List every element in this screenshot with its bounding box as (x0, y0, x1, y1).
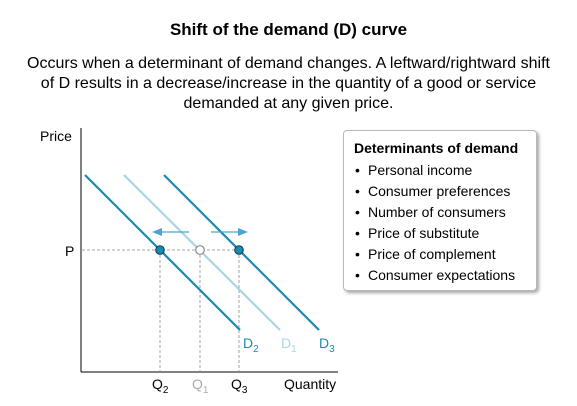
determinant-item: Price of complement (354, 244, 536, 265)
point-q3 (234, 245, 244, 255)
determinant-item: Consumer expectations (354, 265, 536, 286)
page-title: Shift of the demand (D) curve (169, 20, 408, 39)
subtitle-line-2: of D results in a decrease/increase in t… (40, 75, 537, 92)
q2-label-base: Q (152, 376, 163, 392)
q1-label: Q1 (192, 376, 209, 396)
d1-label-sub: 1 (291, 344, 297, 355)
d2-label: D2 (243, 335, 259, 355)
point-q2 (155, 245, 165, 255)
determinant-item: Price of substitute (354, 223, 536, 244)
subtitle-line-3: demanded at any given price. (183, 95, 394, 112)
determinant-item: Consumer preferences (354, 181, 536, 202)
subtitle: Occurs when a determinant of demand chan… (6, 54, 571, 114)
subtitle-line-1: Occurs when a determinant of demand chan… (27, 55, 550, 72)
determinants-box: Determinants of demand Personal income C… (343, 130, 537, 291)
determinants-title: Determinants of demand (354, 140, 519, 156)
point-q1 (195, 245, 205, 255)
d3-label-sub: 3 (329, 344, 335, 355)
determinant-item: Personal income (354, 160, 536, 181)
price-tick-label: P (65, 243, 74, 259)
shift-arrow-right-head (238, 228, 248, 236)
y-axis-label: Price (40, 128, 72, 144)
d3-label-base: D (319, 335, 329, 351)
q2-label-sub: 2 (163, 385, 169, 396)
determinants-list: Personal income Consumer preferences Num… (354, 160, 536, 286)
q3-label-sub: 3 (242, 385, 248, 396)
q3-label: Q3 (231, 376, 248, 396)
d3-label: D3 (319, 335, 335, 355)
d2-label-sub: 2 (253, 344, 259, 355)
q2-label: Q2 (152, 376, 169, 396)
d1-label-base: D (281, 335, 291, 351)
determinant-item: Number of consumers (354, 202, 536, 223)
q3-label-base: Q (231, 376, 242, 392)
q1-label-sub: 1 (203, 385, 209, 396)
d1-label: D1 (281, 335, 297, 355)
q1-label-base: Q (192, 376, 203, 392)
x-axis-label: Quantity (284, 376, 336, 392)
shift-arrows (152, 228, 248, 236)
shift-arrow-left-head (152, 228, 162, 236)
d2-label-base: D (243, 335, 253, 351)
